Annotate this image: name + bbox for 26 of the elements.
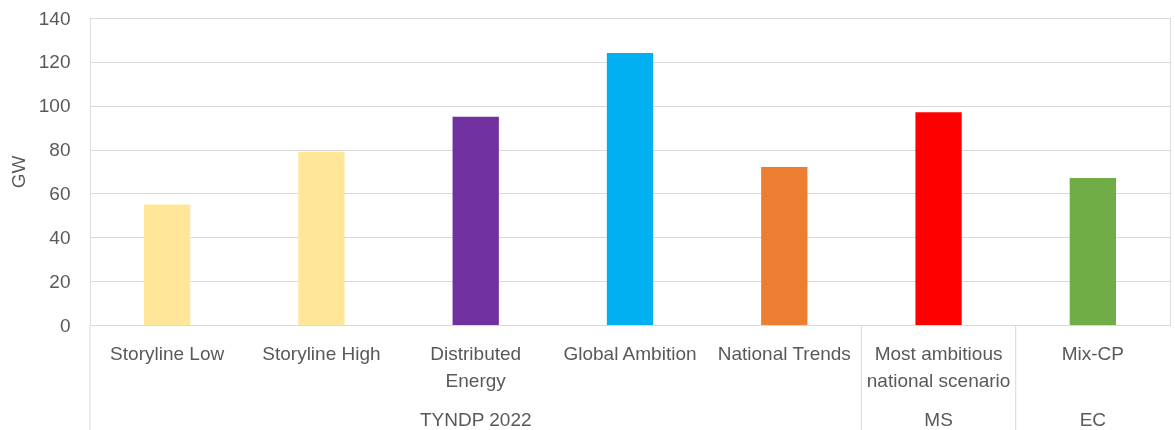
bar <box>452 116 499 325</box>
y-tick-label: 120 <box>38 51 71 73</box>
bar <box>1069 178 1116 325</box>
text: TYNDP 2022 <box>419 409 532 430</box>
x-tick-label: Distributed Energy <box>430 342 522 391</box>
text: EC <box>1079 409 1107 430</box>
bar <box>298 151 345 325</box>
x-tick-label: National Trends <box>717 342 851 364</box>
y-tick-label: 40 <box>49 226 71 248</box>
y-tick-label: 20 <box>49 270 71 292</box>
y-tick-label: 140 <box>38 7 71 29</box>
y-tick-label: 0 <box>59 314 71 336</box>
bar <box>915 112 962 325</box>
x-tick-label: Global Ambition <box>563 342 697 364</box>
x-tick-label: Storyline High <box>262 342 381 364</box>
x-tick-label: Mix-CP <box>1061 342 1124 364</box>
bar <box>144 204 191 325</box>
y-tick-label: 100 <box>38 95 71 117</box>
bar <box>761 167 808 325</box>
y-tick-label: 60 <box>49 182 71 204</box>
text: MS <box>924 409 953 430</box>
x-tick-label: Storyline Low <box>110 342 225 364</box>
x-tick-label: Most ambitious national scenario <box>866 342 1011 391</box>
bar <box>606 53 654 325</box>
y-tick-label: 80 <box>49 139 71 161</box>
y-axis-title: GW <box>7 155 29 189</box>
